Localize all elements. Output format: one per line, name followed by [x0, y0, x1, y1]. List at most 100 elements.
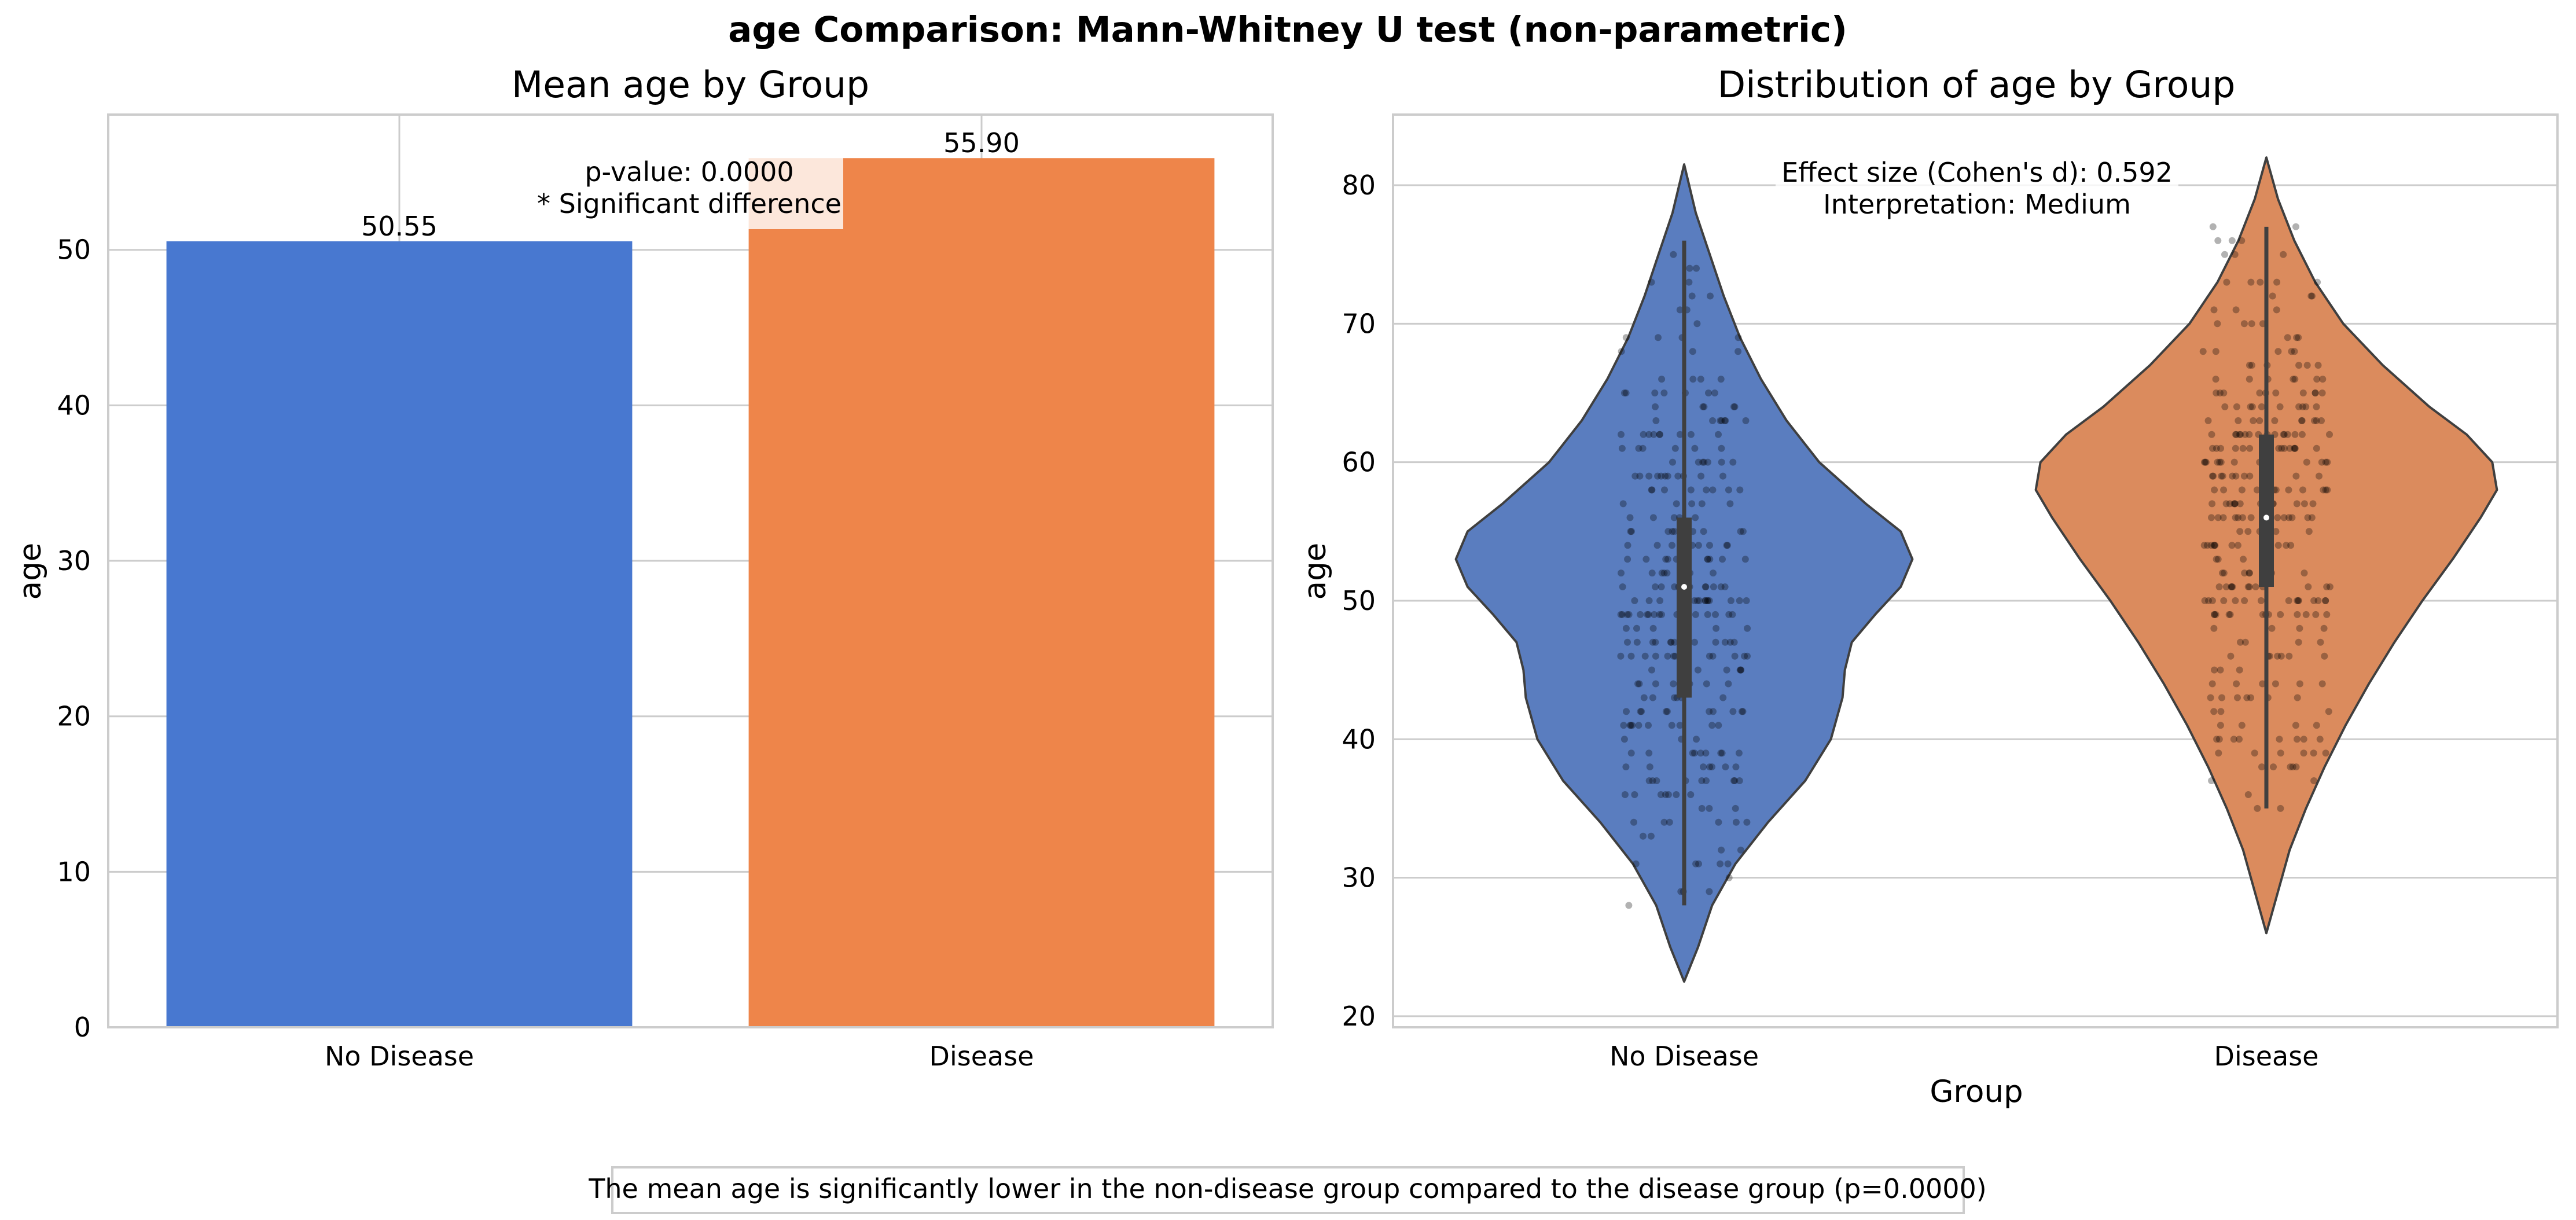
- strip-point: [2243, 694, 2251, 701]
- strip-point: [2222, 500, 2230, 508]
- strip-point: [1712, 611, 1719, 618]
- strip-point: [2214, 458, 2221, 466]
- strip-point: [2277, 611, 2284, 618]
- strip-point: [1718, 458, 1725, 466]
- strip-point: [1664, 528, 1672, 535]
- strip-point: [1735, 334, 1742, 341]
- strip-point: [2323, 611, 2331, 618]
- strip-point: [2309, 500, 2317, 508]
- strip-point: [1645, 722, 1652, 729]
- strip-point: [1735, 749, 1743, 757]
- strip-point: [1721, 638, 1729, 646]
- strip-point: [1703, 777, 1710, 784]
- strip-point: [1640, 694, 1648, 701]
- strip-point: [1622, 763, 1630, 771]
- strip-point: [2314, 362, 2322, 369]
- strip-point: [1639, 444, 1647, 452]
- strip-point: [2212, 348, 2219, 355]
- strip-point: [2288, 514, 2296, 521]
- strip-point: [2247, 403, 2254, 410]
- strip-point: [2292, 722, 2299, 729]
- strip-point: [1631, 472, 1639, 480]
- strip-point: [1619, 500, 1627, 508]
- strip-point: [1741, 556, 1749, 563]
- strip-point: [1633, 638, 1641, 646]
- strip-point: [2272, 486, 2280, 494]
- significance-label: * Significant difference: [537, 188, 841, 219]
- violin-chart-y-label: age: [1298, 543, 1333, 600]
- bar-chart-value-labels: 50.55 55.90: [361, 127, 1020, 242]
- strip-point: [1709, 652, 1717, 660]
- strip-point: [1635, 722, 1642, 729]
- strip-point: [1627, 722, 1634, 729]
- strip-point: [2229, 472, 2236, 480]
- strip-point: [2272, 528, 2280, 535]
- violin-median-1: [2263, 515, 2269, 521]
- strip-point: [1652, 680, 1659, 688]
- strip-point: [2319, 376, 2327, 383]
- strip-point: [2232, 514, 2239, 521]
- strip-point: [2225, 611, 2233, 618]
- strip-point: [2202, 458, 2210, 466]
- strip-point: [1658, 583, 1665, 590]
- strip-point: [1719, 694, 1727, 701]
- strip-point: [2215, 736, 2223, 743]
- strip-point: [1704, 597, 1711, 604]
- violin-chart: Distribution of age by Group 20 30 40 50 60 7…: [1298, 64, 2559, 1109]
- strip-point: [2217, 666, 2224, 674]
- strip-point: [1693, 264, 1700, 272]
- strip-point: [1691, 749, 1698, 757]
- strip-point: [1702, 583, 1709, 590]
- strip-point: [1664, 556, 1671, 563]
- strip-point: [2296, 680, 2303, 688]
- strip-point: [2217, 444, 2224, 452]
- strip-point: [2320, 486, 2327, 494]
- strip-point: [1656, 597, 1664, 604]
- strip-point: [1620, 722, 1627, 729]
- strip-point: [2287, 542, 2295, 549]
- strip-point: [1644, 611, 1651, 618]
- strip-point: [2229, 583, 2236, 590]
- strip-point: [1697, 376, 1704, 383]
- strip-point: [2246, 472, 2254, 480]
- strip-point: [2276, 403, 2284, 410]
- strip-point: [1641, 652, 1649, 660]
- strip-point: [2309, 292, 2316, 300]
- strip-point: [1670, 680, 1677, 688]
- strip-point: [1657, 791, 1664, 798]
- strip-point: [1663, 569, 1671, 577]
- strip-point: [2240, 320, 2248, 328]
- strip-point: [1737, 666, 1744, 674]
- strip-point: [2248, 403, 2256, 410]
- strip-point: [2295, 638, 2302, 646]
- strip-point: [1736, 666, 1744, 674]
- bar-x-tick-label-1: Disease: [929, 1041, 1034, 1072]
- strip-point: [1726, 638, 1734, 646]
- strip-point: [1645, 472, 1653, 480]
- strip-point: [1704, 556, 1711, 563]
- strip-point: [2273, 278, 2281, 286]
- strip-point: [1722, 763, 1729, 771]
- strip-point: [1654, 472, 1662, 480]
- strip-point: [2226, 500, 2233, 508]
- strip-point: [1656, 431, 1663, 438]
- strip-point: [2300, 736, 2307, 743]
- strip-point: [1670, 251, 1677, 258]
- strip-point: [2326, 583, 2334, 590]
- bar-y-tick-label-0: 0: [74, 1012, 91, 1043]
- strip-point: [1707, 292, 1714, 300]
- strip-point: [2246, 376, 2253, 383]
- figure-title: age Comparison: Mann-Whitney U test (non…: [728, 9, 1847, 50]
- strip-point: [2301, 500, 2308, 508]
- strip-point: [2257, 597, 2265, 604]
- strip-point: [2274, 348, 2282, 355]
- strip-point: [2248, 320, 2255, 328]
- strip-point: [1649, 514, 1657, 521]
- strip-point: [1710, 708, 1717, 715]
- strip-point: [1696, 597, 1703, 604]
- strip-point: [1652, 638, 1659, 646]
- strip-point: [2274, 542, 2282, 549]
- strip-point: [2313, 444, 2320, 452]
- strip-point: [1717, 860, 1724, 868]
- strip-point: [1673, 500, 1680, 508]
